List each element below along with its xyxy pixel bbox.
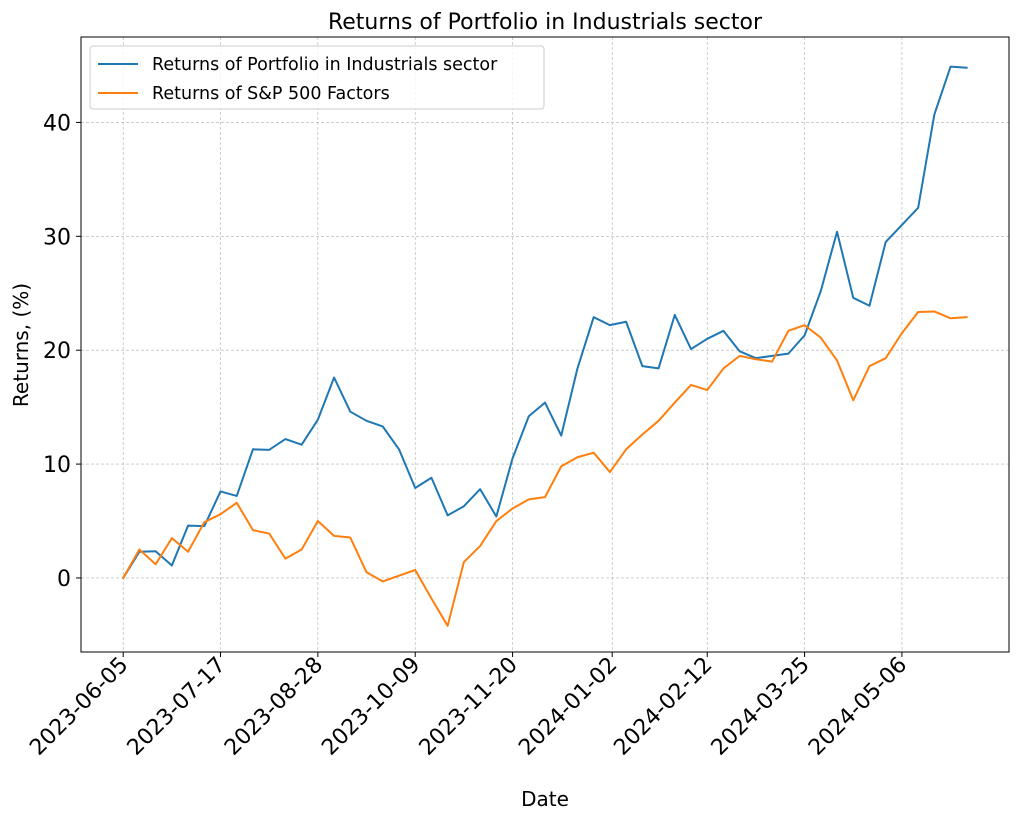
grid-lines (81, 37, 1009, 652)
x-tick-label: 2023-11-20 (415, 653, 523, 761)
legend-box (89, 45, 545, 110)
y-axis: 0 10 20 30 40 (43, 111, 81, 592)
legend: Returns of Portfolio in Industrials sect… (89, 45, 545, 110)
y-tick-label: 30 (43, 225, 71, 250)
x-tick-label: 2024-05-06 (804, 653, 912, 761)
y-axis-label: Returns, (%) (9, 283, 33, 407)
x-axis-label: Date (521, 787, 569, 811)
series-line-sp500 (122, 310, 968, 627)
x-tick-label: 2024-03-25 (707, 653, 815, 761)
x-tick-label: 2023-10-09 (317, 653, 425, 761)
chart-title: Returns of Portfolio in Industrials sect… (328, 10, 763, 35)
legend-label-sp500: Returns of S&P 500 Factors (152, 84, 390, 104)
legend-label-portfolio: Returns of Portfolio in Industrials sect… (152, 55, 498, 75)
series-layer (122, 65, 968, 627)
y-tick-label: 20 (43, 339, 71, 364)
x-tick-label: 2024-01-02 (514, 653, 622, 761)
y-tick-label: 0 (57, 567, 71, 592)
x-tick-label: 2023-06-05 (25, 653, 133, 761)
plot-area-frame (80, 36, 1010, 653)
y-tick-label: 40 (43, 111, 71, 136)
x-axis: 2023-06-052023-07-172023-08-282023-10-09… (25, 652, 912, 761)
x-tick-label: 2024-02-12 (609, 653, 717, 761)
x-tick-label: 2023-07-17 (123, 653, 231, 761)
series-line-portfolio (122, 65, 968, 579)
y-tick-label: 10 (43, 453, 71, 478)
x-tick-label: 2023-08-28 (220, 653, 328, 761)
